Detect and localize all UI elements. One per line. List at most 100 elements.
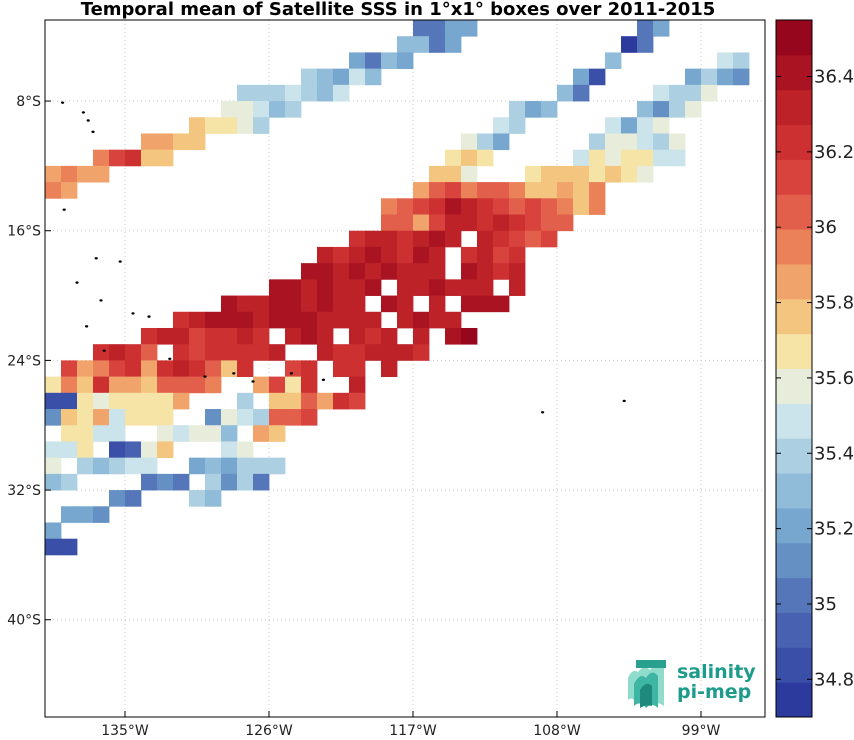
sss-cell <box>445 214 462 232</box>
sss-cell <box>397 295 414 313</box>
sss-cell <box>141 133 158 151</box>
sss-cell <box>125 490 142 507</box>
sss-cell <box>61 425 78 442</box>
sss-cell <box>125 392 142 410</box>
sss-cell <box>205 311 222 329</box>
sss-cell <box>141 376 158 394</box>
sss-cell <box>221 409 238 426</box>
island-marker <box>232 372 236 375</box>
sss-cell <box>301 360 318 378</box>
y-tick-label: 16°S <box>7 224 41 240</box>
sss-cell <box>349 52 366 70</box>
sss-cell <box>125 409 142 426</box>
sss-cell <box>669 133 686 151</box>
sss-cell <box>253 376 270 394</box>
sss-cell <box>237 457 254 475</box>
sss-cell <box>653 20 670 37</box>
colorbar-segment <box>776 682 812 718</box>
sss-cell <box>253 84 270 102</box>
colorbar-tick-label: 35 <box>814 594 837 615</box>
sss-cell <box>269 392 286 410</box>
sss-cell <box>173 425 190 442</box>
sss-cell <box>253 117 270 134</box>
sss-cell <box>253 344 270 361</box>
sss-cell <box>77 360 94 378</box>
sss-cell <box>621 117 638 134</box>
sss-cell <box>381 214 398 232</box>
sss-cell <box>45 409 62 426</box>
sss-cell <box>221 441 238 459</box>
colorbar-segment <box>776 542 812 579</box>
sss-cell <box>285 409 302 426</box>
sss-cell <box>413 182 430 199</box>
sss-cell <box>157 425 174 442</box>
sss-cell <box>381 327 398 345</box>
sss-cell <box>61 376 78 394</box>
sss-cell <box>461 182 478 199</box>
sss-cell <box>157 360 174 378</box>
sss-cell <box>173 344 190 361</box>
sss-cell <box>205 376 222 394</box>
sss-cell <box>141 344 158 361</box>
colorbar-segment <box>776 368 812 404</box>
x-tick-label: 108°W <box>533 723 581 739</box>
sss-cell <box>45 473 62 491</box>
sss-cell <box>333 360 350 378</box>
sss-cell <box>61 473 78 491</box>
sss-cell <box>365 68 382 86</box>
sss-cell <box>349 327 366 345</box>
sss-cell <box>189 457 206 475</box>
sss-cell <box>77 425 94 442</box>
sss-cell <box>669 101 686 118</box>
sss-cell <box>349 344 366 361</box>
sss-cell <box>301 311 318 329</box>
sss-cell <box>381 360 398 378</box>
x-tick-label: 126°W <box>245 723 293 739</box>
colorbar-segment <box>776 333 812 369</box>
sss-cell <box>509 101 526 118</box>
sss-cell <box>125 457 142 475</box>
colorbar-segment <box>776 124 812 160</box>
sss-cell <box>637 20 654 37</box>
sss-cell <box>317 279 334 296</box>
sss-cell <box>205 360 222 378</box>
sss-cell <box>93 392 110 410</box>
sss-cell <box>413 263 430 280</box>
sss-cell <box>333 392 350 410</box>
sss-cell <box>445 182 462 199</box>
sss-cell <box>109 360 126 378</box>
sss-cell <box>397 344 414 361</box>
sss-cell <box>349 263 366 280</box>
sss-cell <box>237 441 254 459</box>
heatmap-cells <box>45 20 750 556</box>
sss-cell <box>429 263 446 280</box>
sss-cell <box>621 165 638 183</box>
sss-cell <box>445 327 462 345</box>
sss-cell <box>189 327 206 345</box>
sss-cell <box>573 149 590 167</box>
sss-cell <box>365 279 382 296</box>
sss-cell <box>109 392 126 410</box>
sss-cell <box>317 246 334 264</box>
y-tick-label: 24°S <box>7 353 41 369</box>
sss-cell <box>237 101 254 118</box>
sss-cell <box>253 327 270 345</box>
sss-cell <box>717 68 734 86</box>
sss-cell <box>93 149 110 167</box>
sss-cell <box>285 376 302 394</box>
sss-cell <box>237 117 254 134</box>
y-axis-ticks: 8°S 16°S 24°S 32°S 40°S <box>7 94 51 629</box>
colorbar-tick-label: 36.4 <box>814 67 854 88</box>
sss-cell <box>253 473 270 491</box>
sss-cell <box>205 117 222 134</box>
sss-cell <box>93 376 110 394</box>
sss-cell <box>541 230 558 248</box>
sss-cell <box>493 263 510 280</box>
sss-cell <box>509 182 526 199</box>
sss-cell <box>429 198 446 215</box>
sss-cell <box>557 84 574 102</box>
colorbar-segment <box>776 473 812 509</box>
sss-cell <box>141 409 158 426</box>
sss-cell <box>141 149 158 167</box>
sss-cell <box>445 198 462 215</box>
